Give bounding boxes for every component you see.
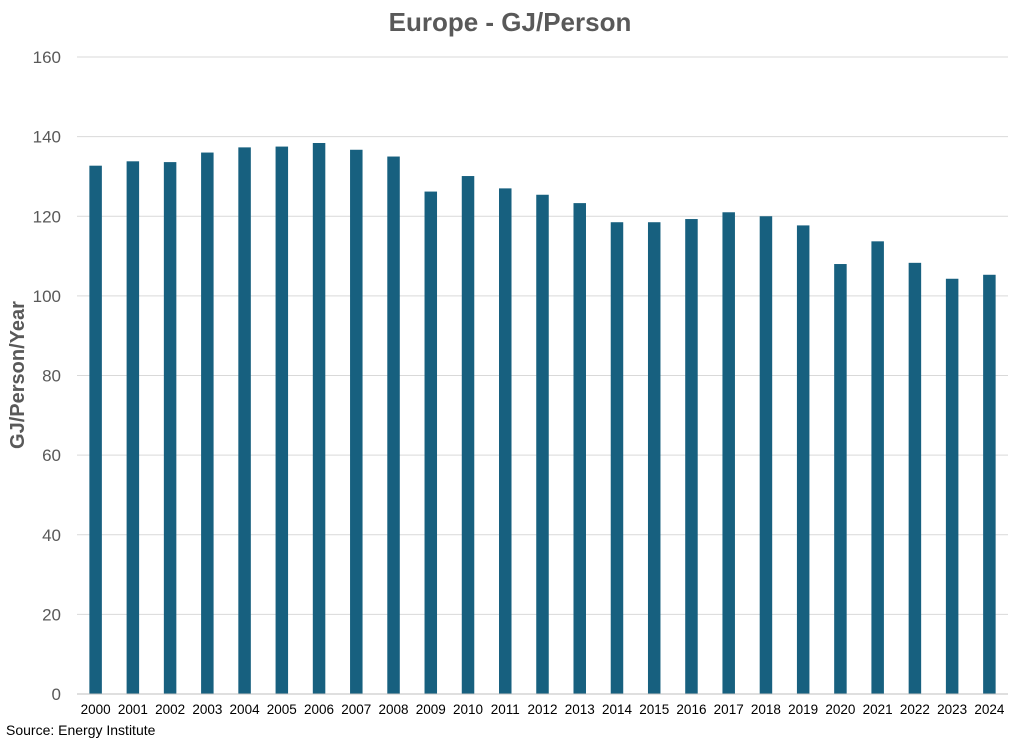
x-tick-label: 2022 [900,702,930,717]
bar-2006 [312,142,326,694]
x-tick-label: 2016 [676,702,706,717]
x-tick-label: 2007 [341,702,371,717]
y-tick-label: 60 [42,446,61,465]
x-tick-label: 2024 [974,702,1005,717]
x-tick-label: 2009 [416,702,446,717]
y-tick-label: 100 [33,287,61,306]
x-tick-label: 2010 [453,702,483,717]
x-tick-label: 2023 [937,702,967,717]
x-tick-label: 2006 [304,702,334,717]
bar-2004 [238,147,251,694]
bar-2014 [610,222,624,695]
x-tick-label: 2001 [118,702,148,717]
x-tick-label: 2011 [491,702,520,717]
bar-2016 [685,219,698,695]
bar-2003 [201,152,214,695]
x-tick-label: 2013 [565,702,595,717]
chart-title: Europe - GJ/Person [389,7,632,37]
bar-2010 [461,176,475,694]
bar-2021 [871,241,884,694]
x-tick-label: 2015 [639,702,669,717]
x-tick-label: 2020 [825,702,855,717]
bar-2009 [424,191,438,694]
bar-2011 [499,188,512,694]
y-tick-label: 0 [52,685,61,704]
x-tick-label: 2019 [788,702,818,717]
bar-2007 [350,149,363,694]
source-note: Source: Energy Institute [6,722,156,738]
bar-2022 [908,262,922,694]
y-tick-label: 40 [42,526,61,545]
bar-2023 [945,278,959,694]
bar-2013 [573,203,586,694]
bar-2000 [89,165,102,695]
y-tick-label: 20 [42,605,61,624]
bars [89,142,996,695]
x-tick-label: 2000 [81,702,111,717]
x-tick-label: 2018 [751,702,781,717]
x-tick-label: 2021 [863,702,893,717]
x-tick-label: 2012 [527,702,557,717]
bar-2024 [983,274,996,694]
bar-2018 [759,216,773,694]
bar-2001 [126,161,140,695]
y-axis-label: GJ/Person/Year [7,301,29,449]
bar-2008 [387,156,400,694]
y-tick-label: 140 [33,128,61,147]
x-tick-label: 2008 [379,702,409,717]
y-tick-label: 160 [33,48,61,67]
x-tick-label: 2005 [267,702,297,717]
bar-2019 [796,225,810,695]
y-tick-labels: 0 20 40 60 80 100 120 140 160 [33,48,61,704]
bar-2002 [163,162,177,695]
bar-2017 [722,212,735,695]
x-tick-labels: 2000 2001 2002 2003 2004 2005 2006 2007 2008 2009… [81,702,1005,717]
x-tick-label: 2003 [192,702,222,717]
y-tick-label: 120 [33,207,61,226]
bar-2015 [647,222,661,695]
x-tick-label: 2002 [155,702,185,717]
bar-2012 [536,194,549,694]
x-tick-label: 2014 [602,702,633,717]
bar-2020 [834,264,847,694]
x-tick-label: 2017 [714,702,744,717]
y-tick-label: 80 [42,367,61,386]
x-tick-label: 2004 [230,702,261,717]
bar-2005 [275,146,289,694]
